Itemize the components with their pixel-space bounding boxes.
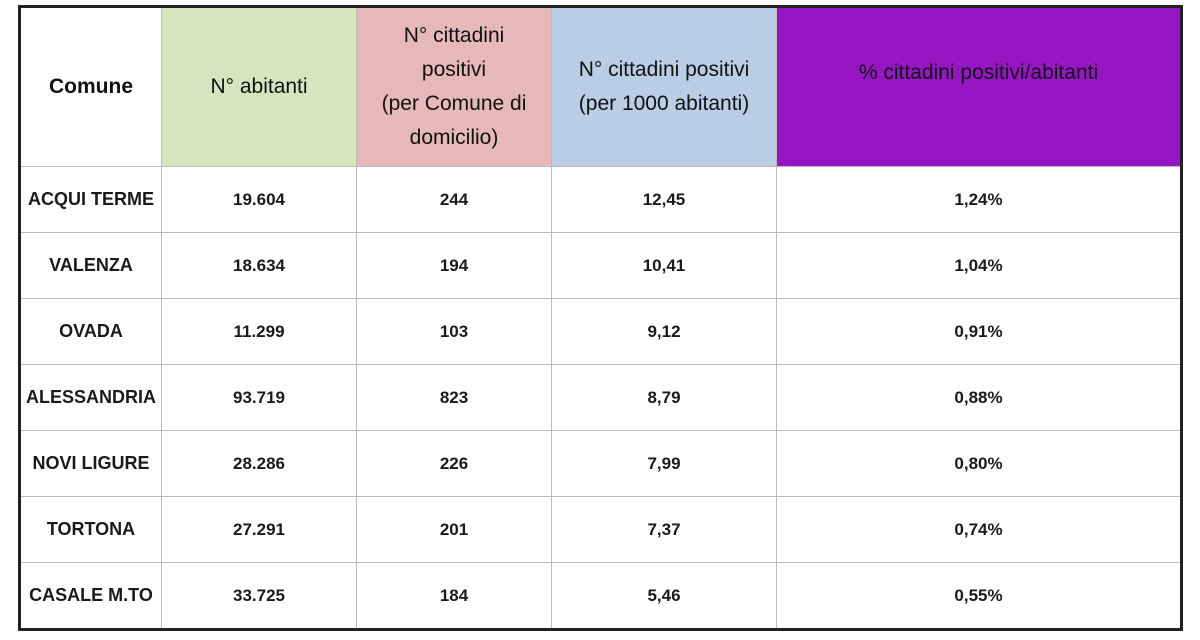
table-row: NOVI LIGURE 28.286 226 7,99 0,80% [19,430,1182,497]
header-line: % cittadini positivi/abitanti [858,61,1099,84]
value-cell: 10,41 [551,232,777,299]
value-cell: 0,55% [776,562,1182,630]
header-line: domicilio) [409,126,499,149]
header-cell: N° cittadini positivi (per 1000 abitanti) [551,6,777,167]
value-cell: 103 [356,298,552,365]
header-row: Comune N° abitanti N° cittadini positivi (pe… [19,6,1182,167]
table-row: VALENZA 18.634 194 10,41 1,04% [19,232,1182,299]
table-row: TORTONA 27.291 201 7,37 0,74% [19,496,1182,563]
value-cell: 0,91% [776,298,1182,365]
comune-cell: OVADA [19,298,162,365]
header-line: (per 1000 abitanti) [578,92,750,115]
comune-cell: ACQUI TERME [19,166,162,233]
comune-cell: ALESSANDRIA [19,364,162,431]
value-cell: 7,99 [551,430,777,497]
header-cell: Comune [19,6,162,167]
value-cell: 11.299 [161,298,357,365]
value-cell: 9,12 [551,298,777,365]
value-cell: 8,79 [551,364,777,431]
value-cell: 201 [356,496,552,563]
table-row: CASALE M.TO 33.725 184 5,46 0,55% [19,562,1182,630]
value-cell: 0,74% [776,496,1182,563]
value-cell: 0,88% [776,364,1182,431]
value-cell: 33.725 [161,562,357,630]
header-cell: % cittadini positivi/abitanti [776,6,1182,167]
table-row: ALESSANDRIA 93.719 823 8,79 0,88% [19,364,1182,431]
comune-cell: VALENZA [19,232,162,299]
value-cell: 1,04% [776,232,1182,299]
header-line: (per Comune di [381,92,527,115]
value-cell: 93.719 [161,364,357,431]
header-line: Comune [49,75,133,98]
value-cell: 0,80% [776,430,1182,497]
value-cell: 7,37 [551,496,777,563]
value-cell: 823 [356,364,552,431]
value-cell: 5,46 [551,562,777,630]
table-body: ACQUI TERME 19.604 244 12,45 1,24% VALENZA 18.… [19,166,1182,630]
data-table: Comune N° abitanti N° cittadini positivi (pe… [18,5,1183,631]
header-line: N° cittadini [403,24,505,47]
value-cell: 19.604 [161,166,357,233]
table-row: ACQUI TERME 19.604 244 12,45 1,24% [19,166,1182,233]
header-line: N° abitanti [210,75,308,98]
value-cell: 27.291 [161,496,357,563]
value-cell: 184 [356,562,552,630]
value-cell: 12,45 [551,166,777,233]
comune-cell: TORTONA [19,496,162,563]
header-line: positivi [421,58,487,81]
value-cell: 244 [356,166,552,233]
value-cell: 18.634 [161,232,357,299]
value-cell: 1,24% [776,166,1182,233]
header-line: N° cittadini positivi [578,58,750,81]
value-cell: 28.286 [161,430,357,497]
comune-cell: NOVI LIGURE [19,430,162,497]
value-cell: 226 [356,430,552,497]
value-cell: 194 [356,232,552,299]
table-row: OVADA 11.299 103 9,12 0,91% [19,298,1182,365]
header-cell: N° cittadini positivi (per Comune di domici… [356,6,552,167]
comune-cell: CASALE M.TO [19,562,162,630]
header-cell: N° abitanti [161,6,357,167]
